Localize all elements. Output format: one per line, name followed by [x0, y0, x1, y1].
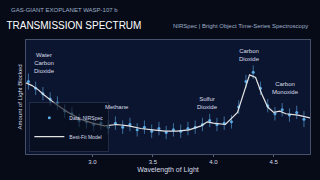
svg-text:CarbonDioxide: CarbonDioxide	[239, 48, 260, 62]
svg-text:GAS-GIANT EXOPLANET WASP-107 b: GAS-GIANT EXOPLANET WASP-107 b	[11, 7, 118, 13]
svg-text:WaterCarbonDioxide: WaterCarbonDioxide	[34, 52, 55, 74]
svg-text:SulfurDioxide: SulfurDioxide	[197, 96, 218, 110]
svg-text:NIRSpec | Bright Object Time-S: NIRSpec | Bright Object Time-Series Spec…	[173, 23, 308, 29]
svg-text:4.0: 4.0	[209, 159, 218, 165]
svg-text:Methane: Methane	[105, 104, 129, 110]
svg-text:3.0: 3.0	[88, 159, 97, 165]
svg-text:4.5: 4.5	[270, 159, 279, 165]
svg-text:Best-Fit Model: Best-Fit Model	[69, 134, 101, 140]
svg-text:TRANSMISSION SPECTRUM: TRANSMISSION SPECTRUM	[6, 20, 141, 31]
svg-text:Data: NIRSpec: Data: NIRSpec	[69, 115, 103, 121]
svg-text:CarbonMonoxide: CarbonMonoxide	[272, 81, 299, 95]
svg-text:Amount of Light Blocked: Amount of Light Blocked	[17, 64, 23, 129]
svg-text:3.5: 3.5	[149, 159, 158, 165]
svg-text:Wavelength of Light: Wavelength of Light	[137, 166, 199, 174]
